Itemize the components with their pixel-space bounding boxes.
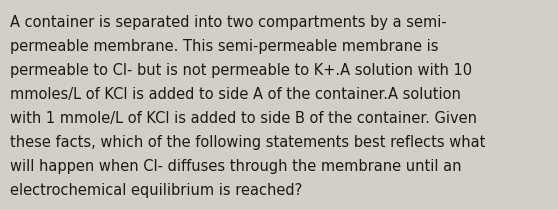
Text: with 1 mmole/L of KCl is added to side B of the container. Given: with 1 mmole/L of KCl is added to side B… [10, 111, 477, 126]
Text: will happen when Cl- diffuses through the membrane until an: will happen when Cl- diffuses through th… [10, 159, 461, 174]
Text: electrochemical equilibrium is reached?: electrochemical equilibrium is reached? [10, 183, 302, 198]
Text: permeable membrane. This semi-permeable membrane is: permeable membrane. This semi-permeable … [10, 39, 439, 54]
Text: mmoles/L of KCl is added to side A of the container.A solution: mmoles/L of KCl is added to side A of th… [10, 87, 461, 102]
Text: A container is separated into two compartments by a semi-: A container is separated into two compar… [10, 15, 447, 30]
Text: permeable to Cl- but is not permeable to K+.A solution with 10: permeable to Cl- but is not permeable to… [10, 63, 472, 78]
Text: these facts, which of the following statements best reflects what: these facts, which of the following stat… [10, 135, 485, 150]
